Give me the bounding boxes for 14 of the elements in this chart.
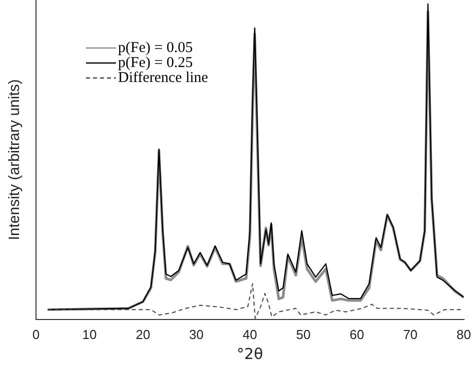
legend-label: Difference line: [118, 70, 208, 86]
x-tick-label: 50: [296, 326, 311, 342]
x-tick-label: 60: [350, 326, 364, 342]
x-tick-label: 10: [82, 326, 97, 342]
x-tick-label: 80: [456, 326, 472, 342]
x-tick-label: 30: [189, 326, 204, 342]
x-tick-label: 70: [403, 326, 418, 342]
x-tick-label: 20: [136, 326, 150, 342]
y-axis-title: Intensity (arbitrary units): [6, 79, 24, 240]
x-tick-label: 0: [32, 326, 40, 342]
x-axis-title: °2θ: [236, 344, 263, 363]
legend-label: p(Fe) = 0.05: [118, 40, 193, 56]
legend-label: p(Fe) = 0.25: [118, 54, 193, 71]
x-tick-label: 40: [242, 326, 258, 342]
